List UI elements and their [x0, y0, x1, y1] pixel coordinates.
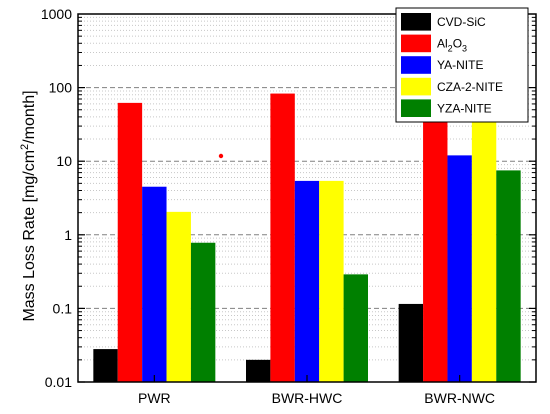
stray-marker: [218, 153, 224, 159]
bar: [246, 359, 271, 382]
bar: [190, 242, 216, 382]
legend-label: Al2O3: [437, 37, 467, 54]
bar: [496, 170, 521, 382]
legend-label: CVD-SiC: [437, 15, 486, 29]
x-category-label: PWR: [138, 390, 171, 406]
bar: [471, 111, 497, 383]
legend-label: CZA-2-NITE: [437, 80, 503, 94]
bar: [294, 180, 320, 382]
legend-swatch: [401, 34, 431, 53]
y-tick-label: 100: [49, 80, 73, 96]
y-tick-labels: 0.01 0.1 1 10 100 1000: [41, 6, 72, 390]
bar: [423, 105, 448, 382]
y-tick-label: 0.1: [53, 300, 73, 316]
legend-swatch: [401, 77, 431, 96]
bar: [117, 102, 143, 382]
bar: [270, 93, 295, 383]
bar: [166, 211, 191, 382]
bar: [319, 180, 344, 382]
legend-label: YZA-NITE: [437, 101, 492, 115]
bars: [93, 93, 521, 383]
y-tick-label: 10: [56, 153, 72, 169]
bar: [93, 349, 118, 382]
x-category-label: BWR-NWC: [424, 390, 495, 406]
legend-swatch: [401, 56, 431, 74]
y-tick-label: 1000: [41, 6, 72, 22]
y-tick-label: 0.01: [45, 374, 72, 390]
bar: [447, 155, 472, 382]
legend-swatch: [401, 99, 431, 117]
legend-label: YA-NITE: [437, 58, 483, 72]
y-tick-label: 1: [64, 227, 72, 243]
x-category-labels: PWR BWR-HWC BWR-NWC: [138, 390, 495, 406]
bar: [343, 274, 368, 382]
x-category-label: BWR-HWC: [272, 390, 343, 406]
legend: CVD-SiC Al2O3 YA-NITE CZA-2-NITE YZA-NITE: [395, 7, 529, 123]
bar: [142, 186, 167, 382]
y-axis-title: Mass Loss Rate [mg/cm2/month]: [19, 90, 38, 321]
legend-swatch: [401, 13, 431, 31]
bar: [398, 303, 424, 382]
axis-ticks: [78, 16, 536, 383]
